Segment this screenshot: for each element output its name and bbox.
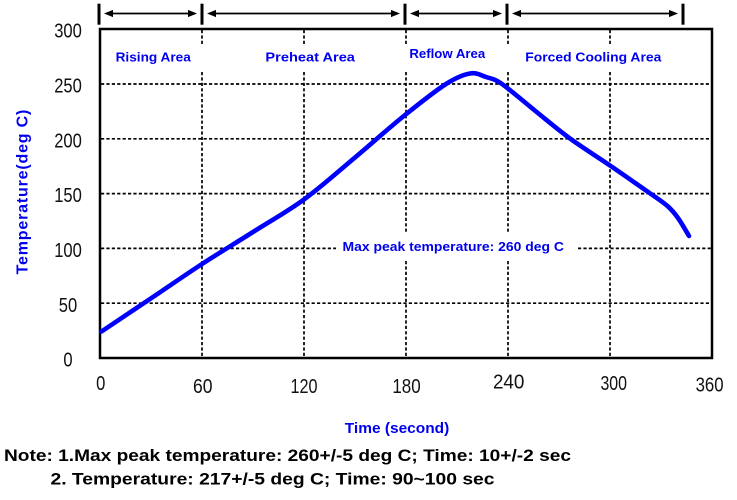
svg-text:200: 200 (54, 130, 82, 152)
svg-text:2. Temperature: 217+/-5 deg C;: 2. Temperature: 217+/-5 deg C; Time: 90~… (51, 470, 495, 489)
svg-text:Note: 1.Max peak temperature:: Note: 1.Max peak temperature: 260+/-5 de… (4, 446, 571, 465)
svg-text:Rising Area: Rising Area (116, 50, 192, 65)
svg-text:Preheat Area: Preheat Area (265, 50, 355, 65)
svg-text:Time (second): Time (second) (345, 421, 450, 437)
svg-text:Max peak temperature: 260 deg: Max peak temperature: 260 deg C (343, 239, 565, 254)
svg-text:180: 180 (392, 376, 420, 398)
svg-text:Forced Cooling Area: Forced Cooling Area (525, 50, 662, 65)
svg-text:120: 120 (291, 376, 318, 398)
svg-text:60: 60 (193, 376, 213, 398)
svg-text:150: 150 (54, 185, 82, 207)
svg-text:Reflow Area: Reflow Area (409, 46, 486, 61)
svg-text:50: 50 (59, 295, 77, 317)
svg-text:Temperature(deg C): Temperature(deg C) (15, 110, 32, 275)
svg-text:360: 360 (696, 375, 724, 397)
svg-text:100: 100 (54, 240, 82, 262)
svg-text:250: 250 (54, 76, 82, 98)
svg-text:0: 0 (63, 350, 72, 372)
svg-text:0: 0 (96, 373, 105, 395)
svg-text:300: 300 (54, 21, 82, 43)
svg-text:240: 240 (493, 371, 525, 393)
svg-text:300: 300 (600, 373, 627, 395)
